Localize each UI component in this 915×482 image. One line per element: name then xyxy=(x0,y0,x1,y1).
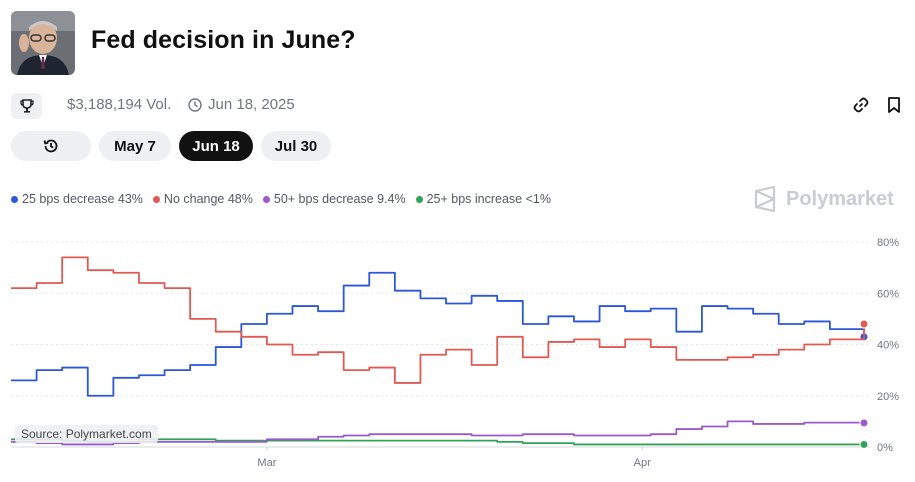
history-button[interactable] xyxy=(11,131,91,161)
x-tick-label: Apr xyxy=(634,457,651,469)
series-end-point xyxy=(859,439,869,449)
y-tick-label: 20% xyxy=(877,391,899,403)
clock-icon xyxy=(188,97,202,112)
trophy-button[interactable] xyxy=(11,93,42,119)
end-date-text: Jun 18, 2025 xyxy=(208,96,295,113)
legend-dot xyxy=(415,195,423,203)
series-line-no-change xyxy=(11,256,865,384)
volume-text: $3,188,194 Vol. xyxy=(67,96,172,113)
history-icon xyxy=(43,139,58,153)
y-tick-label: 40% xyxy=(877,340,899,352)
polymarket-brand: Polymarket xyxy=(754,186,894,212)
y-tick-label: 80% xyxy=(877,237,899,249)
brand-name: Polymarket xyxy=(786,187,894,210)
market-avatar xyxy=(11,11,75,75)
legend-label: 25 bps decrease 43% xyxy=(22,192,143,206)
series-line-25-bps-decrease xyxy=(11,271,865,397)
legend-label: 50+ bps decrease 9.4% xyxy=(273,192,406,206)
portrait-image xyxy=(11,11,75,75)
legend-item[interactable]: 25 bps decrease 43% xyxy=(11,192,143,206)
legend-dot xyxy=(262,195,270,203)
link-icon[interactable] xyxy=(852,96,870,114)
legend-item[interactable]: 50+ bps decrease 9.4% xyxy=(262,192,406,206)
legend-item[interactable]: 25+ bps increase <1% xyxy=(415,192,551,206)
y-tick-label: 60% xyxy=(877,288,899,300)
source-label: Source: Polymarket.com xyxy=(15,425,158,443)
series-end-point xyxy=(859,319,869,329)
trophy-icon xyxy=(19,99,34,113)
legend-label: 25+ bps increase <1% xyxy=(426,192,551,206)
legend-item[interactable]: No change 48% xyxy=(152,192,253,206)
tab-may-7[interactable]: May 7 xyxy=(99,131,171,161)
chart-legend: 25 bps decrease 43% No change 48% 50+ bp… xyxy=(11,192,551,206)
market-title: Fed decision in June? xyxy=(91,26,356,54)
legend-dot xyxy=(11,195,18,203)
end-date: Jun 18, 2025 xyxy=(188,96,295,113)
x-tick-label: Mar xyxy=(257,457,276,469)
bookmark-icon[interactable] xyxy=(885,96,903,114)
series-end-point xyxy=(859,418,869,428)
y-tick-label: 0% xyxy=(877,442,893,454)
legend-dot xyxy=(152,195,160,203)
polymarket-logo-icon xyxy=(754,186,776,212)
tab-jun-18[interactable]: Jun 18 xyxy=(179,131,253,161)
tab-jul-30[interactable]: Jul 30 xyxy=(261,131,331,161)
legend-label: No change 48% xyxy=(163,192,253,206)
